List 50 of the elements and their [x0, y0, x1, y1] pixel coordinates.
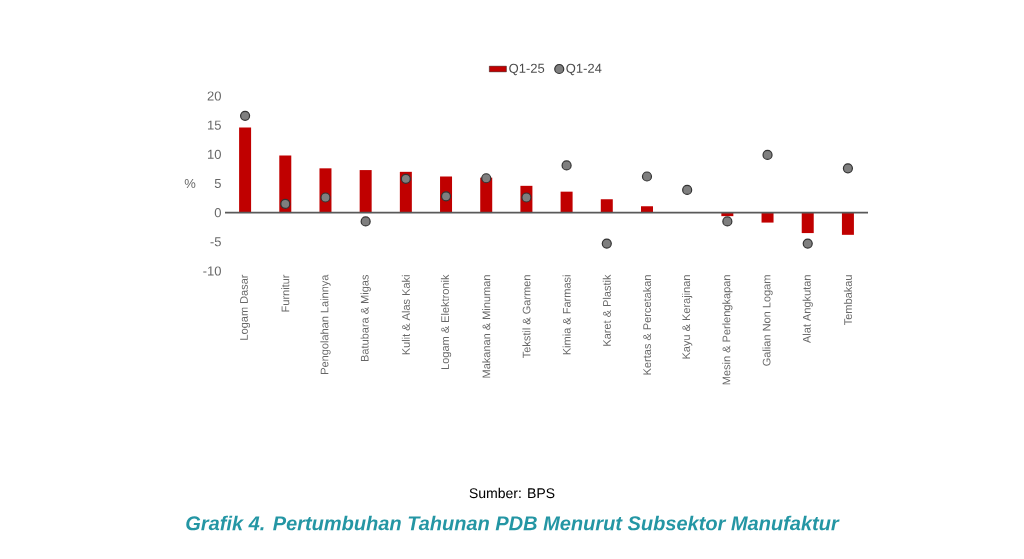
point — [682, 184, 693, 196]
point — [481, 173, 492, 184]
point — [601, 238, 612, 249]
x-tick-label: Pengolahan Lainnya — [320, 274, 331, 374]
x-tick-label: Kimia & Farmasi — [562, 275, 571, 355]
x-tick-label: Kayu & Kerajinan — [682, 275, 693, 359]
legend-label: Q1-24 — [566, 63, 602, 76]
point — [320, 192, 331, 203]
text: Grafik 4. Pertumbuhan Tahunan PDB Menurut Subsektor Manufaktur — [186, 515, 840, 531]
x-tick-label: Makanan & Minuman — [482, 275, 491, 378]
x-tick-label: Karet & Plastik — [602, 274, 611, 346]
y-tick-label: 10 — [208, 149, 221, 159]
bar — [560, 191, 573, 213]
point — [561, 160, 572, 171]
x-tick-label: Logam & Elektronik — [440, 274, 452, 369]
x-tick-label: Mesin & Perlengkapan — [722, 275, 733, 385]
x-tick-label: Batubara & Migas — [360, 274, 371, 362]
bar — [841, 212, 854, 235]
x-tick-label: Galian Non Logam — [762, 275, 773, 366]
point — [762, 149, 773, 161]
point — [360, 216, 371, 227]
y-tick-label: 20 — [207, 91, 221, 101]
x-tick-label: Tekstil & Garmen — [522, 275, 531, 359]
x-tick-label: Kertas & Percetakan — [642, 275, 652, 375]
text: Sumber: BPS — [469, 487, 555, 499]
point — [722, 216, 733, 227]
bar — [801, 212, 814, 234]
bar — [761, 212, 774, 223]
point — [240, 110, 251, 121]
y-tick-label: -10 — [203, 266, 221, 276]
point — [641, 171, 653, 182]
bar — [239, 127, 252, 213]
y-tick-label: 15 — [208, 120, 221, 130]
point — [802, 238, 813, 249]
point — [280, 198, 291, 210]
x-tick-label: Logam Dasar — [240, 274, 251, 340]
x-tick-label: Tembakau — [843, 275, 852, 326]
y-tick-label: -5 — [210, 237, 221, 247]
x-tick-label: Alat Angkutan — [802, 275, 813, 344]
point — [842, 163, 854, 174]
bar — [359, 170, 372, 213]
bar — [600, 199, 613, 213]
x-tick-label: Kulit & Alas Kaki — [401, 275, 410, 355]
y-axis-title: % — [184, 178, 196, 189]
y-tick-label: 0 — [214, 208, 221, 218]
bar — [640, 206, 653, 213]
legend-label: Q1-25 — [509, 63, 545, 76]
point — [400, 173, 411, 184]
x-tick-label: Furnitur — [281, 274, 290, 312]
y-tick-label: 5 — [214, 178, 221, 189]
